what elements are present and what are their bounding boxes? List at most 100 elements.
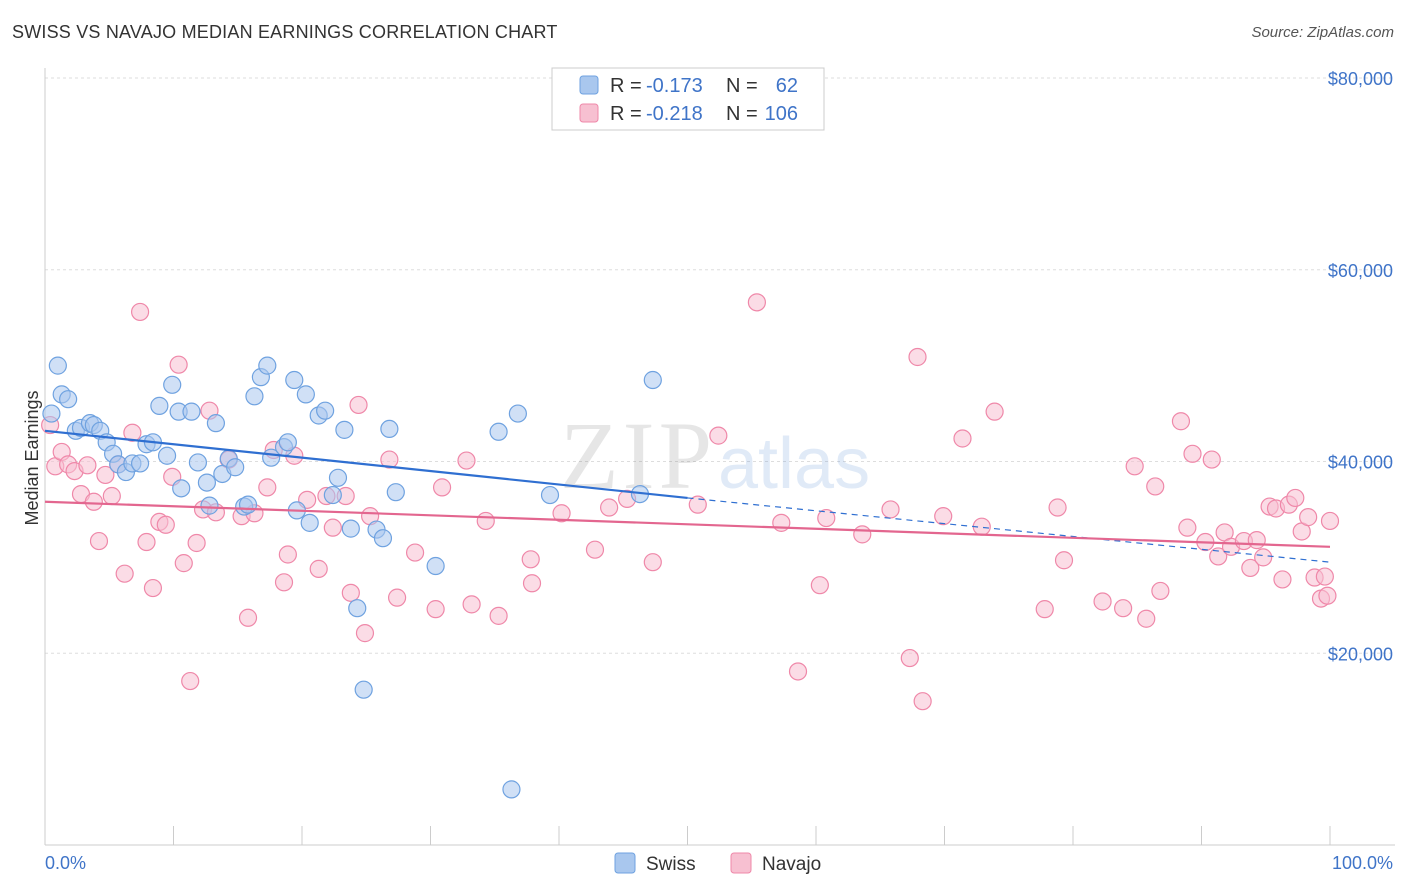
swiss-point xyxy=(157,446,177,465)
swiss-point xyxy=(200,496,219,515)
navajo-point xyxy=(1054,551,1074,570)
navajo-point xyxy=(1171,412,1191,431)
navajo-point xyxy=(1114,599,1133,618)
swiss-point xyxy=(182,402,201,421)
navajo-point xyxy=(355,624,375,643)
navajo-point xyxy=(1209,547,1228,566)
navajo-point xyxy=(1202,450,1221,469)
swiss-point xyxy=(386,483,405,502)
navajo-point xyxy=(953,429,972,448)
navajo-point xyxy=(1299,508,1318,527)
legend-navajo-r-value: -0.218 xyxy=(646,103,703,125)
navajo-point xyxy=(115,564,134,583)
navajo-point xyxy=(688,495,707,514)
navajo-point xyxy=(1151,581,1170,601)
navajo-point xyxy=(274,573,294,592)
navajo-point xyxy=(1273,570,1292,589)
navajo-point xyxy=(137,532,156,552)
navajo-point xyxy=(349,395,368,415)
navajo-point xyxy=(323,518,342,537)
gridlines xyxy=(45,77,1395,654)
bottom-legend-navajo: Navajo xyxy=(762,854,821,875)
navajo-point xyxy=(1137,609,1156,628)
navajo-point xyxy=(78,456,97,475)
navajo-point xyxy=(341,583,360,602)
swiss-point xyxy=(278,433,297,452)
navajo-point xyxy=(1125,457,1144,476)
navajo-point xyxy=(96,465,115,485)
navajo-point xyxy=(387,588,407,607)
swiss-point xyxy=(238,495,258,514)
bottom-legend-swiss: Swiss xyxy=(646,854,696,875)
swiss-trend-line xyxy=(44,429,688,500)
navajo-point xyxy=(881,500,900,519)
navajo-point xyxy=(913,692,932,711)
navajo-point xyxy=(238,608,258,627)
swiss-point xyxy=(188,453,208,472)
navajo-point xyxy=(585,540,605,559)
navajo-point xyxy=(258,478,277,497)
swiss-point xyxy=(341,519,360,538)
legend-navajo-n-label: N = xyxy=(726,103,758,125)
y-tick-labels: $20,000 $40,000 $60,000 $80,000 xyxy=(1328,69,1393,664)
navajo-point xyxy=(1178,518,1197,537)
legend-navajo-r-label: R = xyxy=(610,103,642,125)
correlation-legend: R = -0.173 N = 62 R = -0.218 N = 106 xyxy=(551,67,825,131)
swiss-point xyxy=(226,458,245,477)
y-axis-label: Median Earnings xyxy=(22,390,42,525)
swiss-point xyxy=(373,529,393,548)
swiss-point xyxy=(172,479,191,498)
navajo-point xyxy=(985,402,1004,421)
swiss-point xyxy=(48,356,67,375)
source-label: Source: ZipAtlas.com xyxy=(1251,24,1394,41)
navajo-point xyxy=(1286,488,1305,508)
swiss-point xyxy=(328,468,348,487)
swiss-point xyxy=(540,485,560,505)
navajo-point xyxy=(169,355,188,374)
swiss-point xyxy=(130,454,150,473)
y-tick-label: $20,000 xyxy=(1328,644,1393,664)
legend-swatch-navajo xyxy=(579,103,599,123)
navajo-point xyxy=(130,302,150,322)
navajo-point xyxy=(1183,444,1202,463)
navajo-point xyxy=(788,662,808,681)
swiss-points xyxy=(42,97,662,799)
navajo-point xyxy=(123,423,142,442)
watermark-atlas: atlas xyxy=(718,424,870,504)
navajo-point xyxy=(810,576,829,595)
swiss-point xyxy=(643,370,662,390)
bottom-legend-swatch-swiss xyxy=(614,852,636,874)
swiss-point xyxy=(380,419,399,439)
y-tick-label: $60,000 xyxy=(1328,261,1393,281)
navajo-point xyxy=(709,426,728,445)
navajo-point xyxy=(908,347,927,367)
swiss-point xyxy=(42,404,61,423)
x-tick-label-max: 100.0% xyxy=(1332,853,1393,873)
watermark: ZIP atlas xyxy=(560,402,870,509)
navajo-point xyxy=(552,504,571,523)
navajo-point xyxy=(934,507,953,526)
swiss-point xyxy=(197,473,217,492)
swiss-point xyxy=(150,396,169,415)
legend-swiss-r-label: R = xyxy=(610,75,642,97)
legend-swiss-r-value: -0.173 xyxy=(646,75,703,97)
navajo-point xyxy=(432,478,452,497)
navajo-point xyxy=(181,671,200,691)
navajo-point xyxy=(1254,548,1273,567)
swiss-point xyxy=(300,513,319,532)
swiss-point xyxy=(59,390,78,409)
swiss-point xyxy=(426,556,445,576)
swiss-point xyxy=(245,387,264,406)
navajo-point xyxy=(1146,477,1165,496)
navajo-point xyxy=(426,600,445,619)
navajo-point xyxy=(476,511,495,531)
navajo-point xyxy=(156,515,175,534)
swiss-point xyxy=(163,375,182,394)
navajo-point xyxy=(457,451,476,470)
navajo-point xyxy=(405,543,425,562)
navajo-point xyxy=(84,492,103,511)
swiss-point xyxy=(489,422,508,441)
navajo-point xyxy=(89,531,109,551)
navajo-point xyxy=(643,553,662,572)
swiss-point xyxy=(296,385,315,404)
